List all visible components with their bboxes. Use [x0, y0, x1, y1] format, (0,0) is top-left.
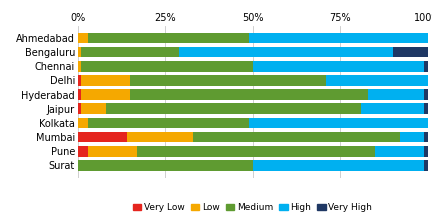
Bar [424, 132, 428, 142]
Bar [106, 103, 361, 114]
Bar [249, 33, 428, 43]
Bar [88, 146, 137, 157]
Bar [78, 61, 81, 71]
Bar [424, 146, 428, 157]
Bar [249, 117, 428, 128]
Bar [81, 89, 130, 100]
Bar [127, 132, 193, 142]
Bar [81, 75, 130, 86]
Bar [78, 89, 81, 100]
Bar [193, 132, 400, 142]
Bar [130, 89, 368, 100]
Bar [424, 89, 428, 100]
Bar [326, 75, 428, 86]
Bar [424, 103, 428, 114]
Bar [78, 146, 88, 157]
Bar [424, 160, 428, 171]
Bar [253, 61, 424, 71]
Bar [88, 117, 249, 128]
Bar [78, 33, 88, 43]
Bar [78, 103, 81, 114]
Bar [78, 132, 127, 142]
Bar [78, 117, 88, 128]
Bar [400, 132, 424, 142]
Bar [361, 103, 424, 114]
Bar [130, 75, 326, 86]
Bar [393, 47, 428, 57]
Bar [81, 61, 253, 71]
Bar [137, 146, 375, 157]
Legend: Very Low, Low, Medium, High, Very High: Very Low, Low, Medium, High, Very High [130, 199, 376, 214]
Bar [88, 33, 249, 43]
Bar [78, 160, 253, 171]
Bar [81, 103, 106, 114]
Bar [78, 47, 81, 57]
Bar [424, 61, 428, 71]
Bar [368, 89, 424, 100]
Bar [78, 75, 81, 86]
Bar [179, 47, 393, 57]
Bar [375, 146, 424, 157]
Bar [253, 160, 424, 171]
Bar [81, 47, 179, 57]
